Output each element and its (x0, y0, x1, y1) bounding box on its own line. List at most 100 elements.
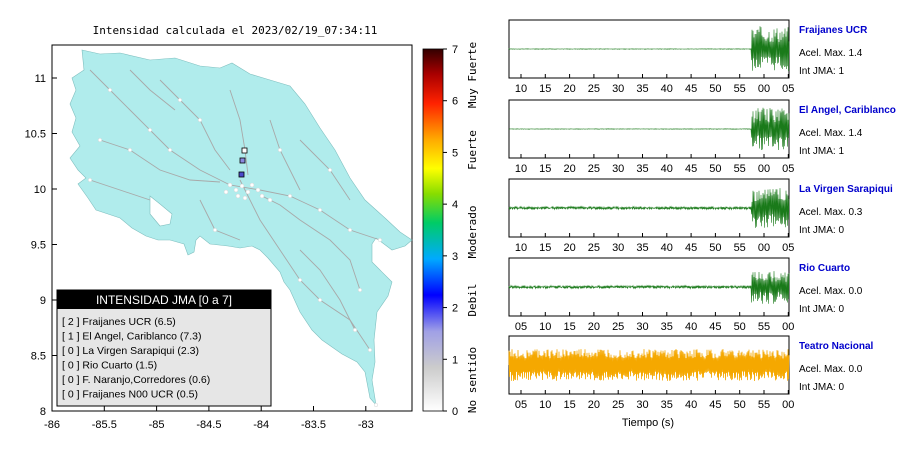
nicoya-gulf (149, 195, 173, 227)
costa-rica-landmass (69, 49, 413, 407)
map-y-axis: 11 10.5 10 9.5 9 8.5 8 (25, 73, 57, 418)
waveform-tick-label: 05 (782, 163, 794, 175)
map-y-tick-label: 9 (40, 295, 46, 307)
station-name: Rio Cuarto (799, 263, 850, 274)
waveform-panel: 05 10 15 20 25 30 35 40 45 50 55 00 Teatro Nacional A… (508, 335, 873, 411)
map-y-tick-label: 10 (34, 184, 46, 196)
station-jma: Int JMA: 0 (799, 225, 844, 236)
legend-entry: [ 2 ] Fraijanes UCR (6.5) (62, 316, 176, 328)
waveform-panel: 10 15 20 25 30 35 40 45 50 55 00 05 Fraijanes UCR Ace… (508, 19, 868, 95)
waveform-tick-label: 15 (539, 163, 551, 175)
waveform-tick-label: 55 (758, 321, 770, 333)
waveform-tick-label: 50 (709, 83, 721, 95)
station-marker-fraijanes (238, 171, 245, 178)
map-y-tick-label: 8.5 (31, 351, 46, 363)
city-dots (87, 87, 383, 408)
waveform-tick-label: 20 (563, 83, 575, 95)
map-y-tick-label: 8 (40, 406, 46, 418)
waveform-tick-label: 25 (612, 321, 624, 333)
legend-entry: [ 0 ] Fraijanes N00 UCR (0.5) (62, 389, 198, 401)
waveform-tick-label: 25 (612, 399, 624, 411)
waveform-tick-label: 30 (612, 83, 624, 95)
waveform-tick-label: 00 (758, 163, 770, 175)
map-x-tick-label: -84 (253, 419, 269, 431)
waveform-panel: 05 10 15 20 25 30 35 40 45 50 55 00 Rio Cuarto Acel. … (508, 257, 863, 333)
waveform-tick-label: 35 (636, 242, 648, 254)
station-jma: Int JMA: 1 (799, 66, 844, 77)
waveform-tick-label: 30 (636, 321, 648, 333)
waveform-tick-label: 45 (685, 163, 697, 175)
map-y-tick-label: 11 (35, 73, 46, 85)
waveform-trace (508, 26, 790, 72)
waveform-tick-label: 15 (563, 321, 575, 333)
legend-entry: [ 0 ] Rio Cuarto (1.5) (62, 360, 157, 372)
waveform-tick-label: 05 (515, 321, 527, 333)
waveform-tick-label: 15 (539, 83, 551, 95)
waveform-trace (508, 107, 790, 151)
colorbar-tick-label: 4 (452, 199, 458, 211)
colorbar-labels: Muy Fuerte Fuerte Moderado Debil No sentido (466, 42, 479, 413)
colorbar-tick-label: 1 (452, 354, 458, 366)
waveform-tick-label: 45 (709, 399, 721, 411)
intensity-colorbar (422, 48, 444, 412)
colorbar-tick-label: 3 (452, 251, 458, 263)
waveform-tick-label: 10 (515, 83, 527, 95)
colorbar-tick-label: 7 (452, 44, 458, 56)
waveform-tick-label: 20 (588, 399, 600, 411)
waveform-tick-label: 55 (734, 242, 746, 254)
road-network (89, 69, 381, 351)
waveform-tick-label: 50 (709, 163, 721, 175)
waveform-tick-label: 15 (563, 399, 575, 411)
colorbar-label: No sentido (466, 347, 479, 413)
map-y-tick-label: 10.5 (25, 129, 46, 141)
waveform-tick-label: 00 (782, 321, 794, 333)
waveform-trace (508, 348, 790, 382)
station-acel: Acel. Max. 1.4 (799, 48, 863, 59)
waveform-tick-label: 10 (515, 242, 527, 254)
time-axis-label: Tiempo (s) (622, 417, 674, 429)
colorbar-tick-label: 6 (452, 96, 458, 108)
map-x-tick-label: -84.5 (196, 419, 221, 431)
waveform-tick-label: 25 (588, 163, 600, 175)
station-marker-la-virgen (241, 147, 248, 154)
station-acel: Acel. Max. 0.3 (799, 207, 863, 218)
station-jma: Int JMA: 1 (799, 146, 844, 157)
legend-entry: [ 1 ] El Angel, Cariblanco (7.3) (62, 331, 202, 343)
waveform-trace (508, 271, 790, 304)
station-name: El Angel, Cariblanco (799, 105, 896, 116)
waveform-tick-label: 55 (734, 163, 746, 175)
waveform-tick-label: 45 (685, 242, 697, 254)
station-name: Teatro Nacional (799, 341, 873, 352)
waveform-tick-label: 35 (636, 83, 648, 95)
intensity-legend: INTENSIDAD JMA [0 a 7] [ 2 ] Fraijanes U… (56, 289, 272, 407)
waveform-tick-label: 05 (515, 399, 527, 411)
waveform-tick-label: 55 (734, 83, 746, 95)
waveform-tick-label: 40 (661, 163, 673, 175)
waveform-tick-label: 45 (709, 321, 721, 333)
colorbar-tick-label: 2 (452, 303, 458, 315)
map-x-tick-label: -85 (149, 419, 165, 431)
station-jma: Int JMA: 0 (799, 304, 844, 315)
map-x-tick-label: -83.5 (301, 419, 326, 431)
map-x-axis: -86 -85.5 -85 -84.5 -84 -83.5 -83 (44, 406, 374, 431)
colorbar-label: Muy Fuerte (466, 42, 479, 108)
waveform-tick-label: 10 (539, 321, 551, 333)
waveform-panel: 10 15 20 25 30 35 40 45 50 55 00 05 La Virgen Sarapi… (508, 178, 893, 254)
legend-entry: [ 0 ] F. Naranjo,Corredores (0.6) (62, 374, 210, 386)
legend-entry: [ 0 ] La Virgen Sarapiqui (2.3) (62, 345, 199, 357)
station-acel: Acel. Max. 1.4 (799, 128, 863, 139)
waveform-tick-label: 00 (782, 399, 794, 411)
waveform-tick-label: 20 (563, 242, 575, 254)
colorbar-label: Moderado (466, 206, 479, 259)
waveform-panels: 10 15 20 25 30 35 40 45 50 55 00 05 Fraijanes UCR Ace… (508, 19, 896, 411)
waveform-tick-label: 30 (612, 242, 624, 254)
legend-title: INTENSIDAD JMA [0 a 7] (96, 293, 232, 307)
map-x-tick-label: -85.5 (92, 419, 117, 431)
waveform-tick-label: 50 (709, 242, 721, 254)
waveform-tick-label: 40 (661, 242, 673, 254)
station-jma: Int JMA: 0 (799, 382, 844, 393)
waveform-trace (508, 188, 790, 228)
station-marker-el-angel (239, 157, 246, 164)
station-name: Fraijanes UCR (799, 25, 868, 36)
